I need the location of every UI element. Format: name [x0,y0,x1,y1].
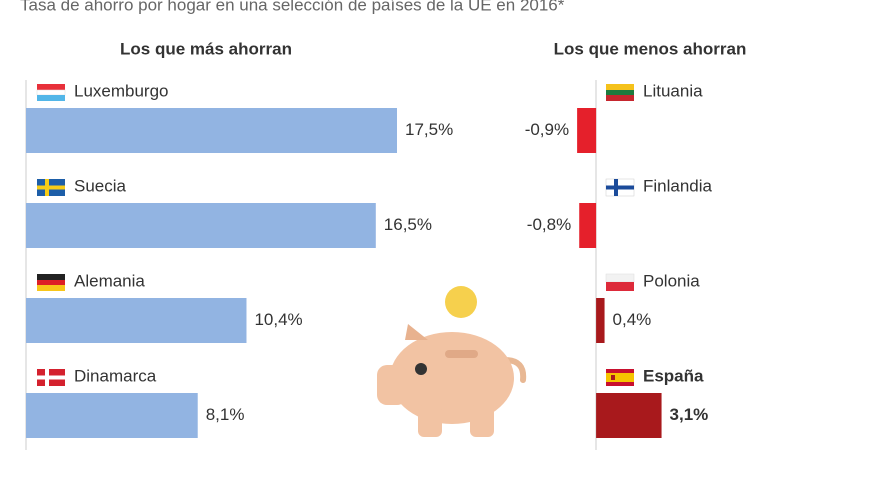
value-label: 3,1% [670,405,709,424]
category-label: Lituania [643,81,703,100]
panel-subtitle: Los que menos ahorran [554,39,747,58]
flag [605,273,635,291]
value-label: 16,5% [384,215,432,234]
bar [26,203,376,248]
flag [606,84,634,101]
value-label: -0,9% [525,120,569,139]
value-label: 17,5% [405,120,453,139]
flag [37,369,65,386]
flag [37,274,65,291]
flag [605,178,635,197]
bar [26,108,397,153]
category-label: Luxemburgo [74,81,169,100]
category-label: Alemania [74,271,145,290]
value-label: -0,8% [527,215,571,234]
flag [36,84,66,101]
chart-title: Tasa de ahorro por hogar en una selecció… [20,0,565,14]
category-label: España [643,366,704,385]
piggy-bank-icon [377,286,527,437]
value-label: 8,1% [206,405,245,424]
value-label: 10,4% [254,310,302,329]
value-label: 0,4% [613,310,652,329]
category-label: Suecia [74,176,127,195]
bar [596,298,605,343]
category-label: Finlandia [643,176,713,195]
panel-subtitle: Los que más ahorran [120,39,292,58]
bar [26,298,247,343]
flag [606,369,634,386]
flag [37,179,65,196]
category-label: Dinamarca [74,366,157,385]
bar [26,393,198,438]
category-label: Polonia [643,271,700,290]
bar [596,393,662,438]
bar [579,203,597,248]
bar [577,108,597,153]
